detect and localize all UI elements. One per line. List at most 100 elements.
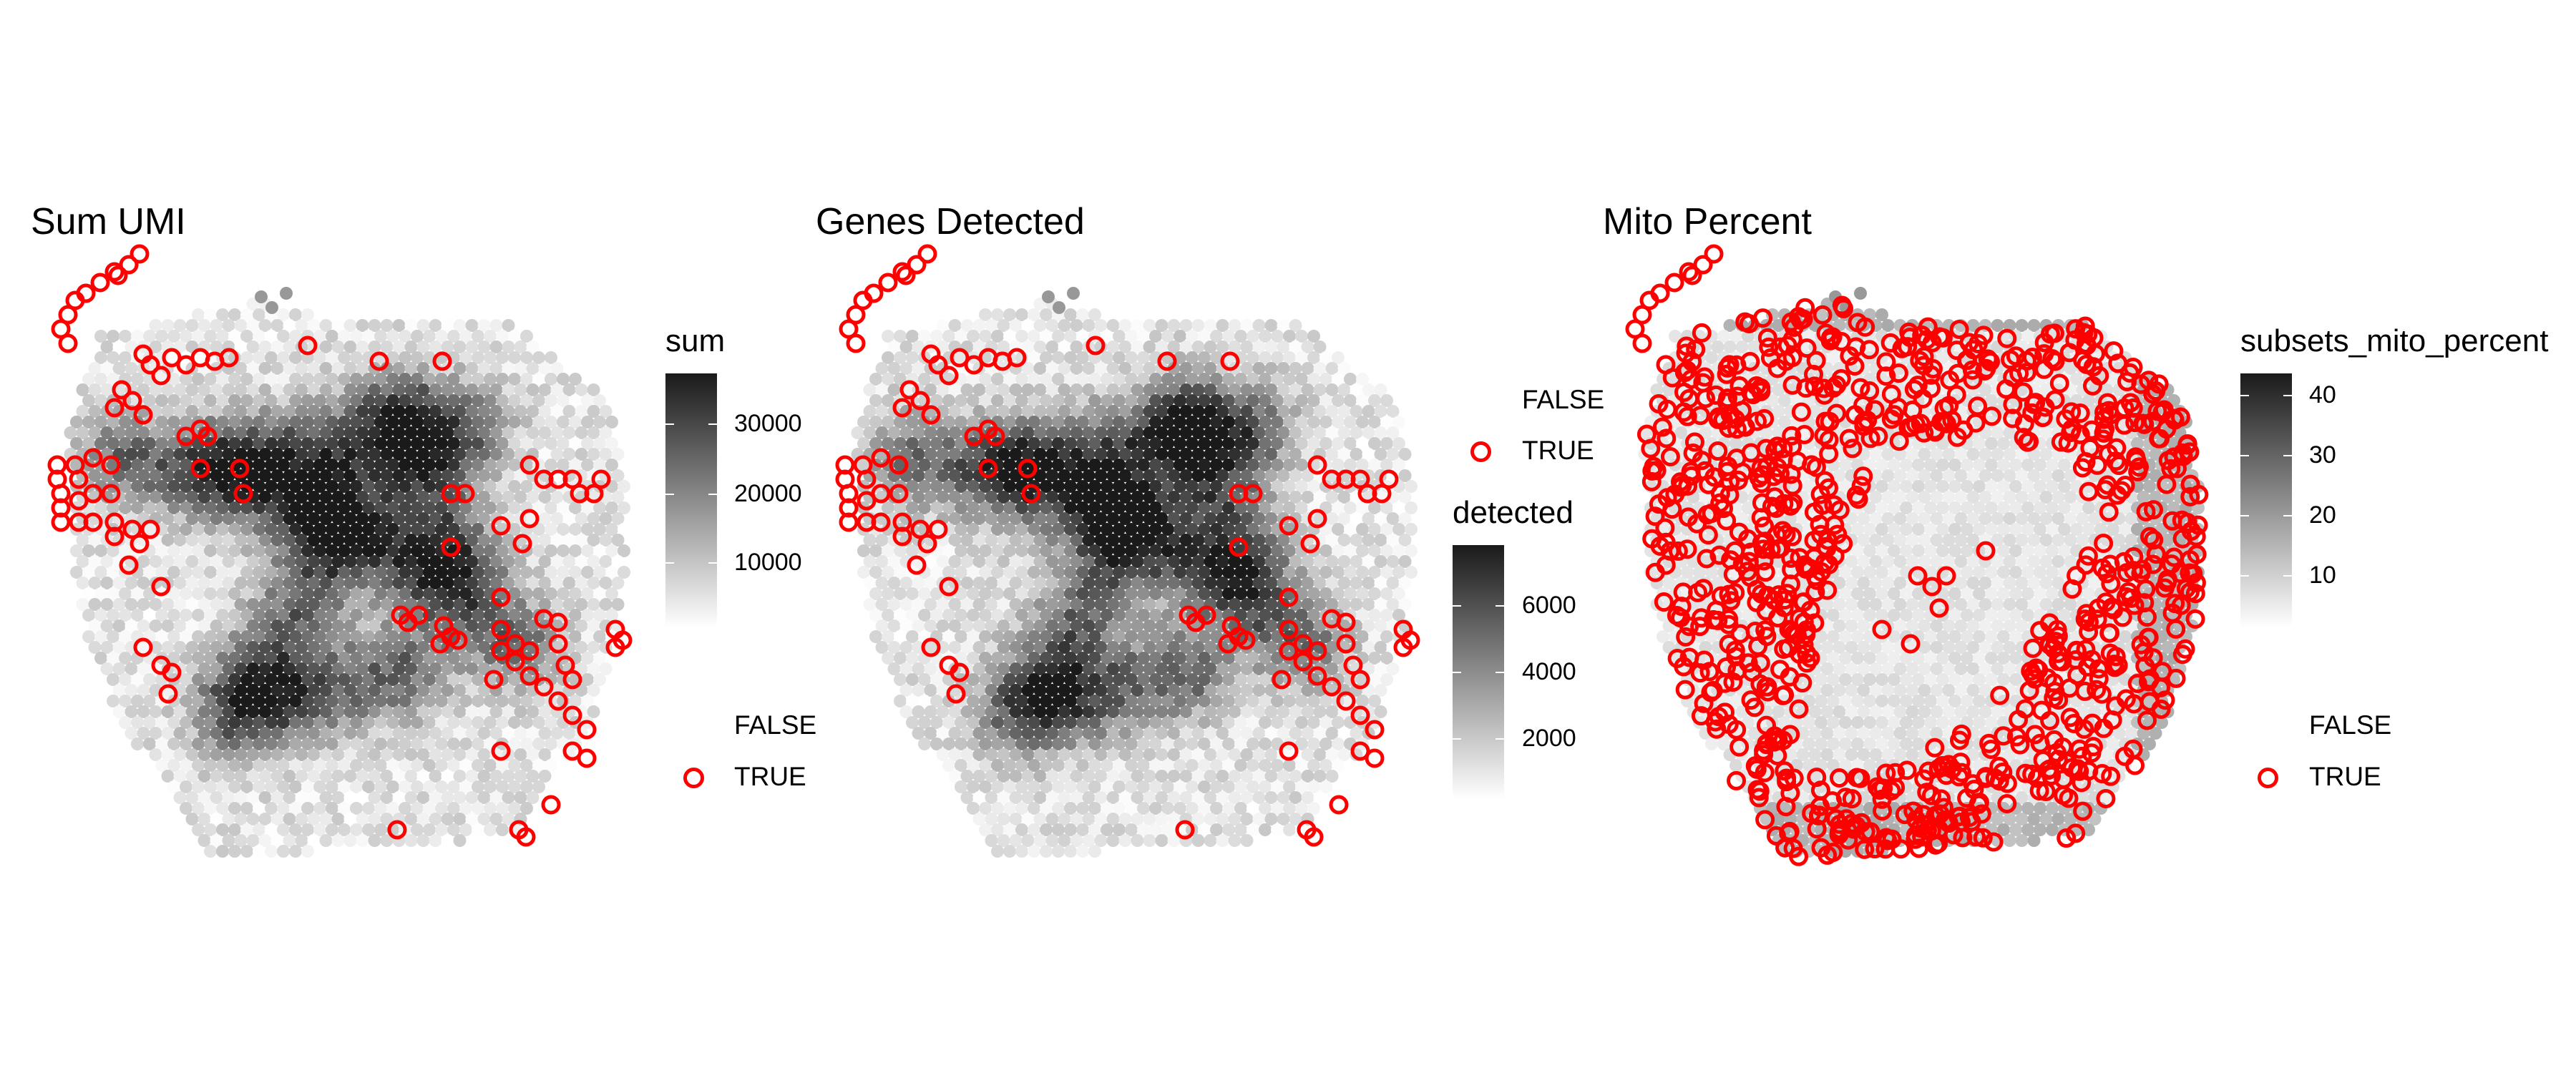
spot [1161,459,1174,471]
spot [496,437,509,450]
flagged-spot [896,265,916,285]
spot [149,469,162,482]
spot [1021,684,1035,697]
spot [1003,673,1016,686]
spot [960,577,974,589]
spot [1246,780,1259,793]
spot [350,566,363,579]
flagged-spot [104,398,125,418]
spot [465,512,479,525]
spot [180,716,192,729]
spot [477,362,491,375]
spot [185,684,199,697]
spot [1015,308,1028,321]
spot [307,834,321,847]
spot [1723,319,1737,332]
spot [967,738,980,750]
spot [404,834,418,847]
spot [1264,791,1278,804]
spot [1009,641,1023,654]
spot [1021,448,1035,461]
spot [429,340,442,353]
spot [319,534,333,547]
spot [1167,684,1181,697]
spot [967,480,980,493]
spot [155,437,168,450]
spot [289,652,302,665]
spot [587,383,600,396]
spot [192,566,205,579]
spot [1070,555,1083,568]
spot [1216,813,1229,825]
flagged-spot [1365,748,1385,768]
spot [234,340,248,353]
spot [1113,459,1126,471]
flagged-spot [950,662,970,682]
spot [277,501,290,514]
spot [280,287,293,300]
spot [1313,748,1327,761]
spot [161,534,175,547]
spot [1240,748,1254,761]
spot [1070,469,1083,482]
spot [1137,759,1150,772]
spot [1283,780,1296,793]
spot [991,845,1004,858]
spot [386,330,399,343]
spot [1198,630,1211,643]
spot [948,448,962,461]
spot [514,770,527,783]
spot [216,308,229,321]
spot [131,330,144,343]
spot [64,426,77,439]
spot [1106,534,1120,547]
spot [149,748,162,761]
spot [459,544,472,557]
spot [508,523,521,536]
spot [912,641,925,654]
spot [1325,512,1339,525]
spot [1216,577,1229,589]
spot [857,544,870,557]
spot [1307,437,1320,450]
spot [192,823,205,836]
spot [1167,383,1181,396]
spot [1259,802,1272,815]
spot [386,437,399,450]
spot [411,823,424,836]
spot [253,437,265,450]
spot [380,705,394,718]
spot [125,727,138,740]
spot [502,319,515,332]
spot [270,555,284,568]
spot [356,448,369,461]
spot [593,630,606,643]
spot [411,780,424,793]
spot [107,330,119,343]
spot [70,437,83,450]
spot [465,405,479,418]
spot [429,770,442,783]
spot [331,426,345,439]
spot [326,351,338,364]
spot [1064,351,1077,364]
spot [295,727,308,740]
spot [277,373,290,386]
spot [532,716,545,729]
spot [429,598,442,611]
spot [1374,426,1387,439]
spot [386,394,399,407]
spot [1143,491,1156,504]
spot [599,426,613,439]
spot [955,587,967,600]
spot [301,630,314,643]
spot [1174,394,1186,407]
spot [289,759,302,772]
spot [119,544,132,557]
spot [587,684,600,697]
spot [1125,652,1138,665]
spot [1076,738,1089,750]
spot [991,587,1004,600]
spot [1289,705,1302,718]
spot [131,501,144,514]
